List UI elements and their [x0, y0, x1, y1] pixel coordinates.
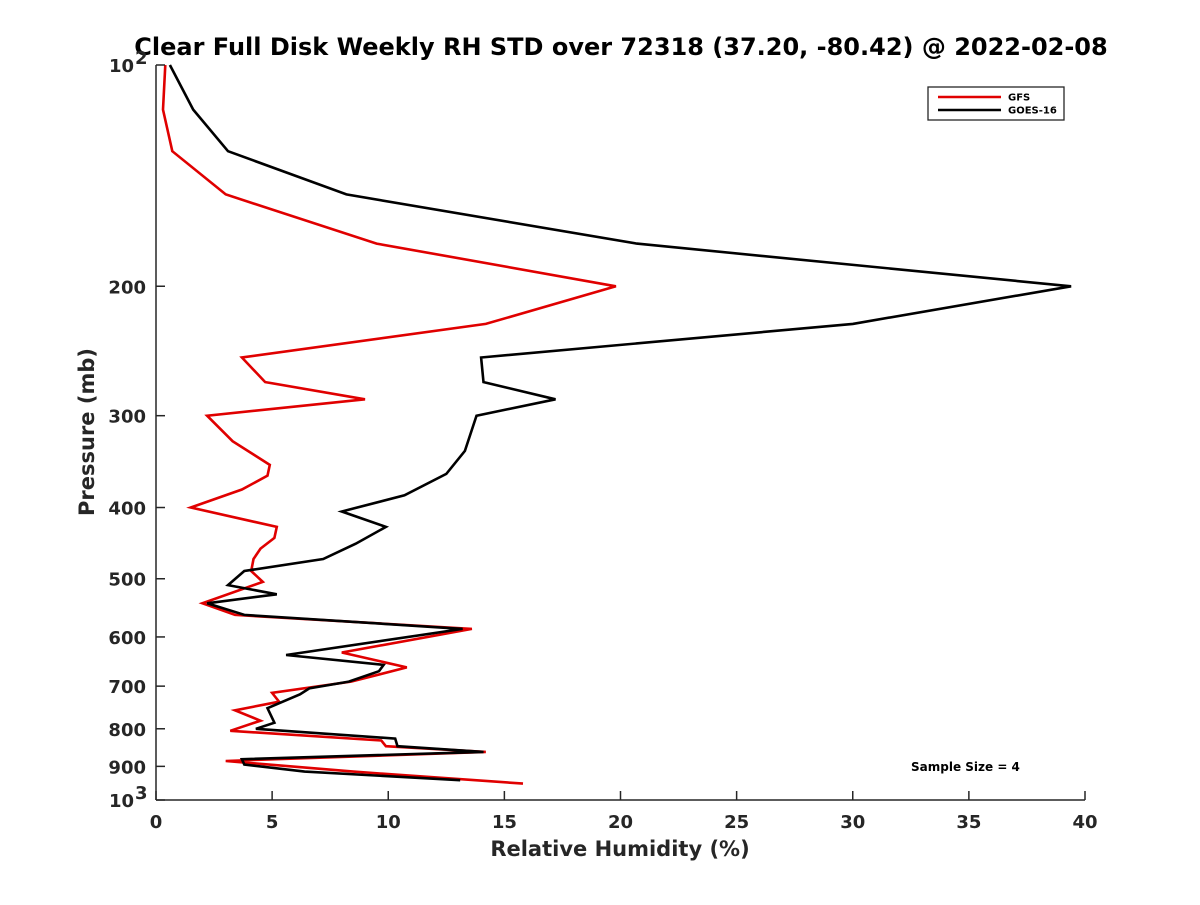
chart-title: Clear Full Disk Weekly RH STD over 72318… — [134, 33, 1107, 61]
x-axis-label: Relative Humidity (%) — [490, 837, 749, 861]
y-tick-exponent: 2 — [135, 48, 148, 69]
x-tick-label: 40 — [1072, 812, 1097, 833]
y-tick-exponent: 3 — [135, 783, 148, 804]
y-tick-label: 400 — [108, 499, 146, 520]
y-axis-label: Pressure (mb) — [75, 348, 99, 516]
x-tick-label: 35 — [956, 812, 981, 833]
series-line-goes-16 — [168, 64, 1072, 782]
series-layer — [161, 64, 1072, 785]
y-tick-label: 700 — [108, 677, 146, 698]
x-ticks: 0 5 10 15 20 25 30 35 40 — [150, 791, 1098, 833]
series-line-gfs — [161, 64, 617, 785]
y-tick-label: 600 — [108, 628, 146, 649]
legend: GFS GOES-16 — [927, 86, 1065, 121]
y-tick-label: 800 — [108, 720, 146, 741]
x-tick-label: 10 — [376, 812, 401, 833]
legend-label-goes16: GOES-16 — [1008, 106, 1057, 117]
y-tick-label: 300 — [108, 407, 146, 428]
plot-area — [156, 65, 1085, 800]
x-tick-label: 5 — [266, 812, 279, 833]
x-tick-label: 25 — [724, 812, 749, 833]
sample-size-annotation: Sample Size = 4 — [911, 760, 1020, 774]
x-tick-label: 15 — [492, 812, 517, 833]
y-tick-label: 10 — [109, 56, 134, 77]
x-tick-label: 30 — [840, 812, 865, 833]
y-tick-label: 200 — [108, 277, 146, 298]
y-tick-label: 900 — [108, 757, 146, 778]
legend-label-gfs: GFS — [1008, 93, 1030, 104]
x-tick-label: 20 — [608, 812, 633, 833]
y-tick-label: 10 — [109, 791, 134, 812]
x-tick-label: 0 — [150, 812, 163, 833]
legend-box — [927, 86, 1065, 121]
y-tick-label: 500 — [108, 570, 146, 591]
